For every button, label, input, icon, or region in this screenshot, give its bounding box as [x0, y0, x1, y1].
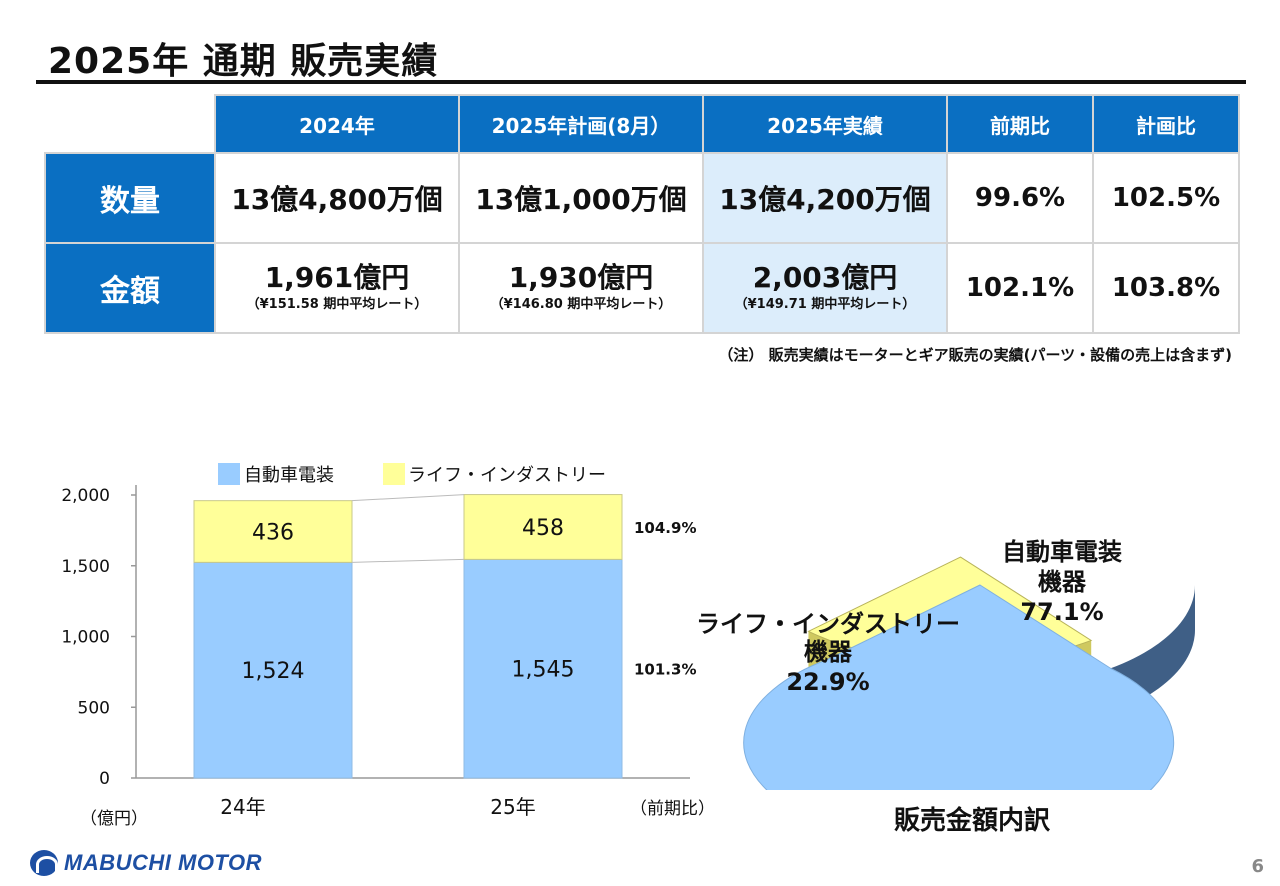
- logo-text: MABUCHI MOTOR: [64, 850, 262, 875]
- pie-value-life-industry: 22.9%: [786, 668, 869, 696]
- legend-label-life-industry: ライフ・インダストリー: [408, 465, 606, 486]
- cell-quantity-vs-plan: 102.5%: [1092, 152, 1240, 244]
- legend-label-automotive: 自動車電装: [244, 465, 334, 486]
- y-axis-unit-label: （億円）: [80, 809, 148, 829]
- legend-swatch-life-industry: [383, 463, 405, 485]
- row-header-amount: 金額: [44, 242, 216, 334]
- col-header-2025-plan: 2025年計画(8月）: [458, 94, 704, 154]
- col-header-vs-plan: 計画比: [1092, 94, 1240, 154]
- table-header-row: 2024年 2025年計画(8月） 2025年実績 前期比 計画比: [45, 94, 1240, 154]
- bar-segment-automotive: [463, 558, 623, 779]
- connector-line: [351, 558, 465, 563]
- bar-value-label: 458: [522, 516, 564, 541]
- cell-amount-vs-plan: 103.8%: [1092, 242, 1240, 334]
- stacked-bar-chart: 0 500 1,000 1,500 2,000 1,524 436 24年 1,545 458 25…: [61, 463, 715, 829]
- y-tick-label: 1,500: [61, 557, 110, 577]
- page-title: 2025年 通期 販売実績: [48, 41, 439, 82]
- ratio-label-automotive: 101.3%: [634, 661, 696, 679]
- col-header-2024: 2024年: [214, 94, 460, 154]
- col-header-2025-actual: 2025年実績: [702, 94, 948, 154]
- pie-label-life-industry: ライフ・インダストリー: [696, 610, 960, 638]
- amount-rate-2025-actual: （¥149.71 期中平均レート）: [734, 297, 916, 312]
- page-number: 6: [1251, 856, 1264, 877]
- col-header-yoy: 前期比: [946, 94, 1094, 154]
- amount-rate-2025-plan: （¥146.80 期中平均レート）: [490, 297, 672, 312]
- cell-amount-2024: 1,961億円 （¥151.58 期中平均レート）: [214, 242, 460, 334]
- y-tick-label: 2,000: [61, 486, 110, 506]
- amount-value-2025-actual: 2,003億円: [752, 261, 898, 294]
- bar-value-label: 1,545: [512, 658, 575, 683]
- bar-segment-life-industry: [193, 500, 353, 563]
- cell-quantity-2025-plan: 13億1,000万個: [458, 152, 704, 244]
- y-tick-label: 0: [99, 769, 110, 789]
- cell-amount-2025-plan: 1,930億円 （¥146.80 期中平均レート）: [458, 242, 704, 334]
- header-blank-cell: [45, 95, 215, 153]
- ratio-label-life-industry: 104.9%: [634, 519, 696, 537]
- connector-line: [351, 494, 465, 502]
- ratio-column-label: （前期比）: [630, 799, 715, 819]
- table-footnote: （注） 販売実績はモーターとギア販売の実績(パーツ・設備の売上は含まず): [718, 346, 1232, 364]
- sales-table: 2024年 2025年計画(8月） 2025年実績 前期比 計画比 数量 13億…: [44, 94, 1240, 334]
- cell-quantity-yoy: 99.6%: [946, 152, 1094, 244]
- bar-value-label: 436: [252, 521, 294, 546]
- title-rule: [36, 80, 1246, 84]
- amount-rate-2024: （¥151.58 期中平均レート）: [246, 297, 428, 312]
- pie-chart-title: 販売金額内訳: [894, 806, 1051, 836]
- cell-quantity-2025-actual: 13億4,200万個: [702, 152, 948, 244]
- legend-swatch-automotive: [218, 463, 240, 485]
- pie-slice-automotive: [743, 584, 1175, 790]
- table-row-amount: 金額 1,961億円 （¥151.58 期中平均レート） 1,930億円 （¥1…: [44, 242, 1240, 334]
- cell-amount-2025-actual: 2,003億円 （¥149.71 期中平均レート）: [702, 242, 948, 334]
- x-category-label: 24年: [220, 795, 265, 819]
- cell-quantity-2024: 13億4,800万個: [214, 152, 460, 244]
- cell-amount-yoy: 102.1%: [946, 242, 1094, 334]
- pie-label-automotive-line2: 機器: [1038, 568, 1087, 596]
- row-header-quantity: 数量: [44, 152, 216, 244]
- x-category-label: 25年: [490, 795, 535, 819]
- amount-value-2025-plan: 1,930億円: [508, 261, 654, 294]
- pie-label-automotive: 自動車電装: [1002, 538, 1122, 566]
- bar-value-label: 1,524: [242, 659, 305, 684]
- y-tick-label: 1,000: [61, 628, 110, 648]
- y-tick-label: 500: [78, 698, 110, 718]
- amount-value-2024: 1,961億円: [264, 261, 410, 294]
- bar-segment-automotive: [193, 561, 353, 779]
- logo-mark-icon: [30, 850, 58, 876]
- company-logo: MABUCHI MOTOR: [30, 850, 262, 876]
- table-row-quantity: 数量 13億4,800万個 13億1,000万個 13億4,200万個 99.6…: [44, 152, 1240, 244]
- pie-value-automotive: 77.1%: [1020, 598, 1103, 626]
- pie-label-life-industry-line2: 機器: [804, 638, 853, 666]
- bar-segment-life-industry: [463, 494, 623, 560]
